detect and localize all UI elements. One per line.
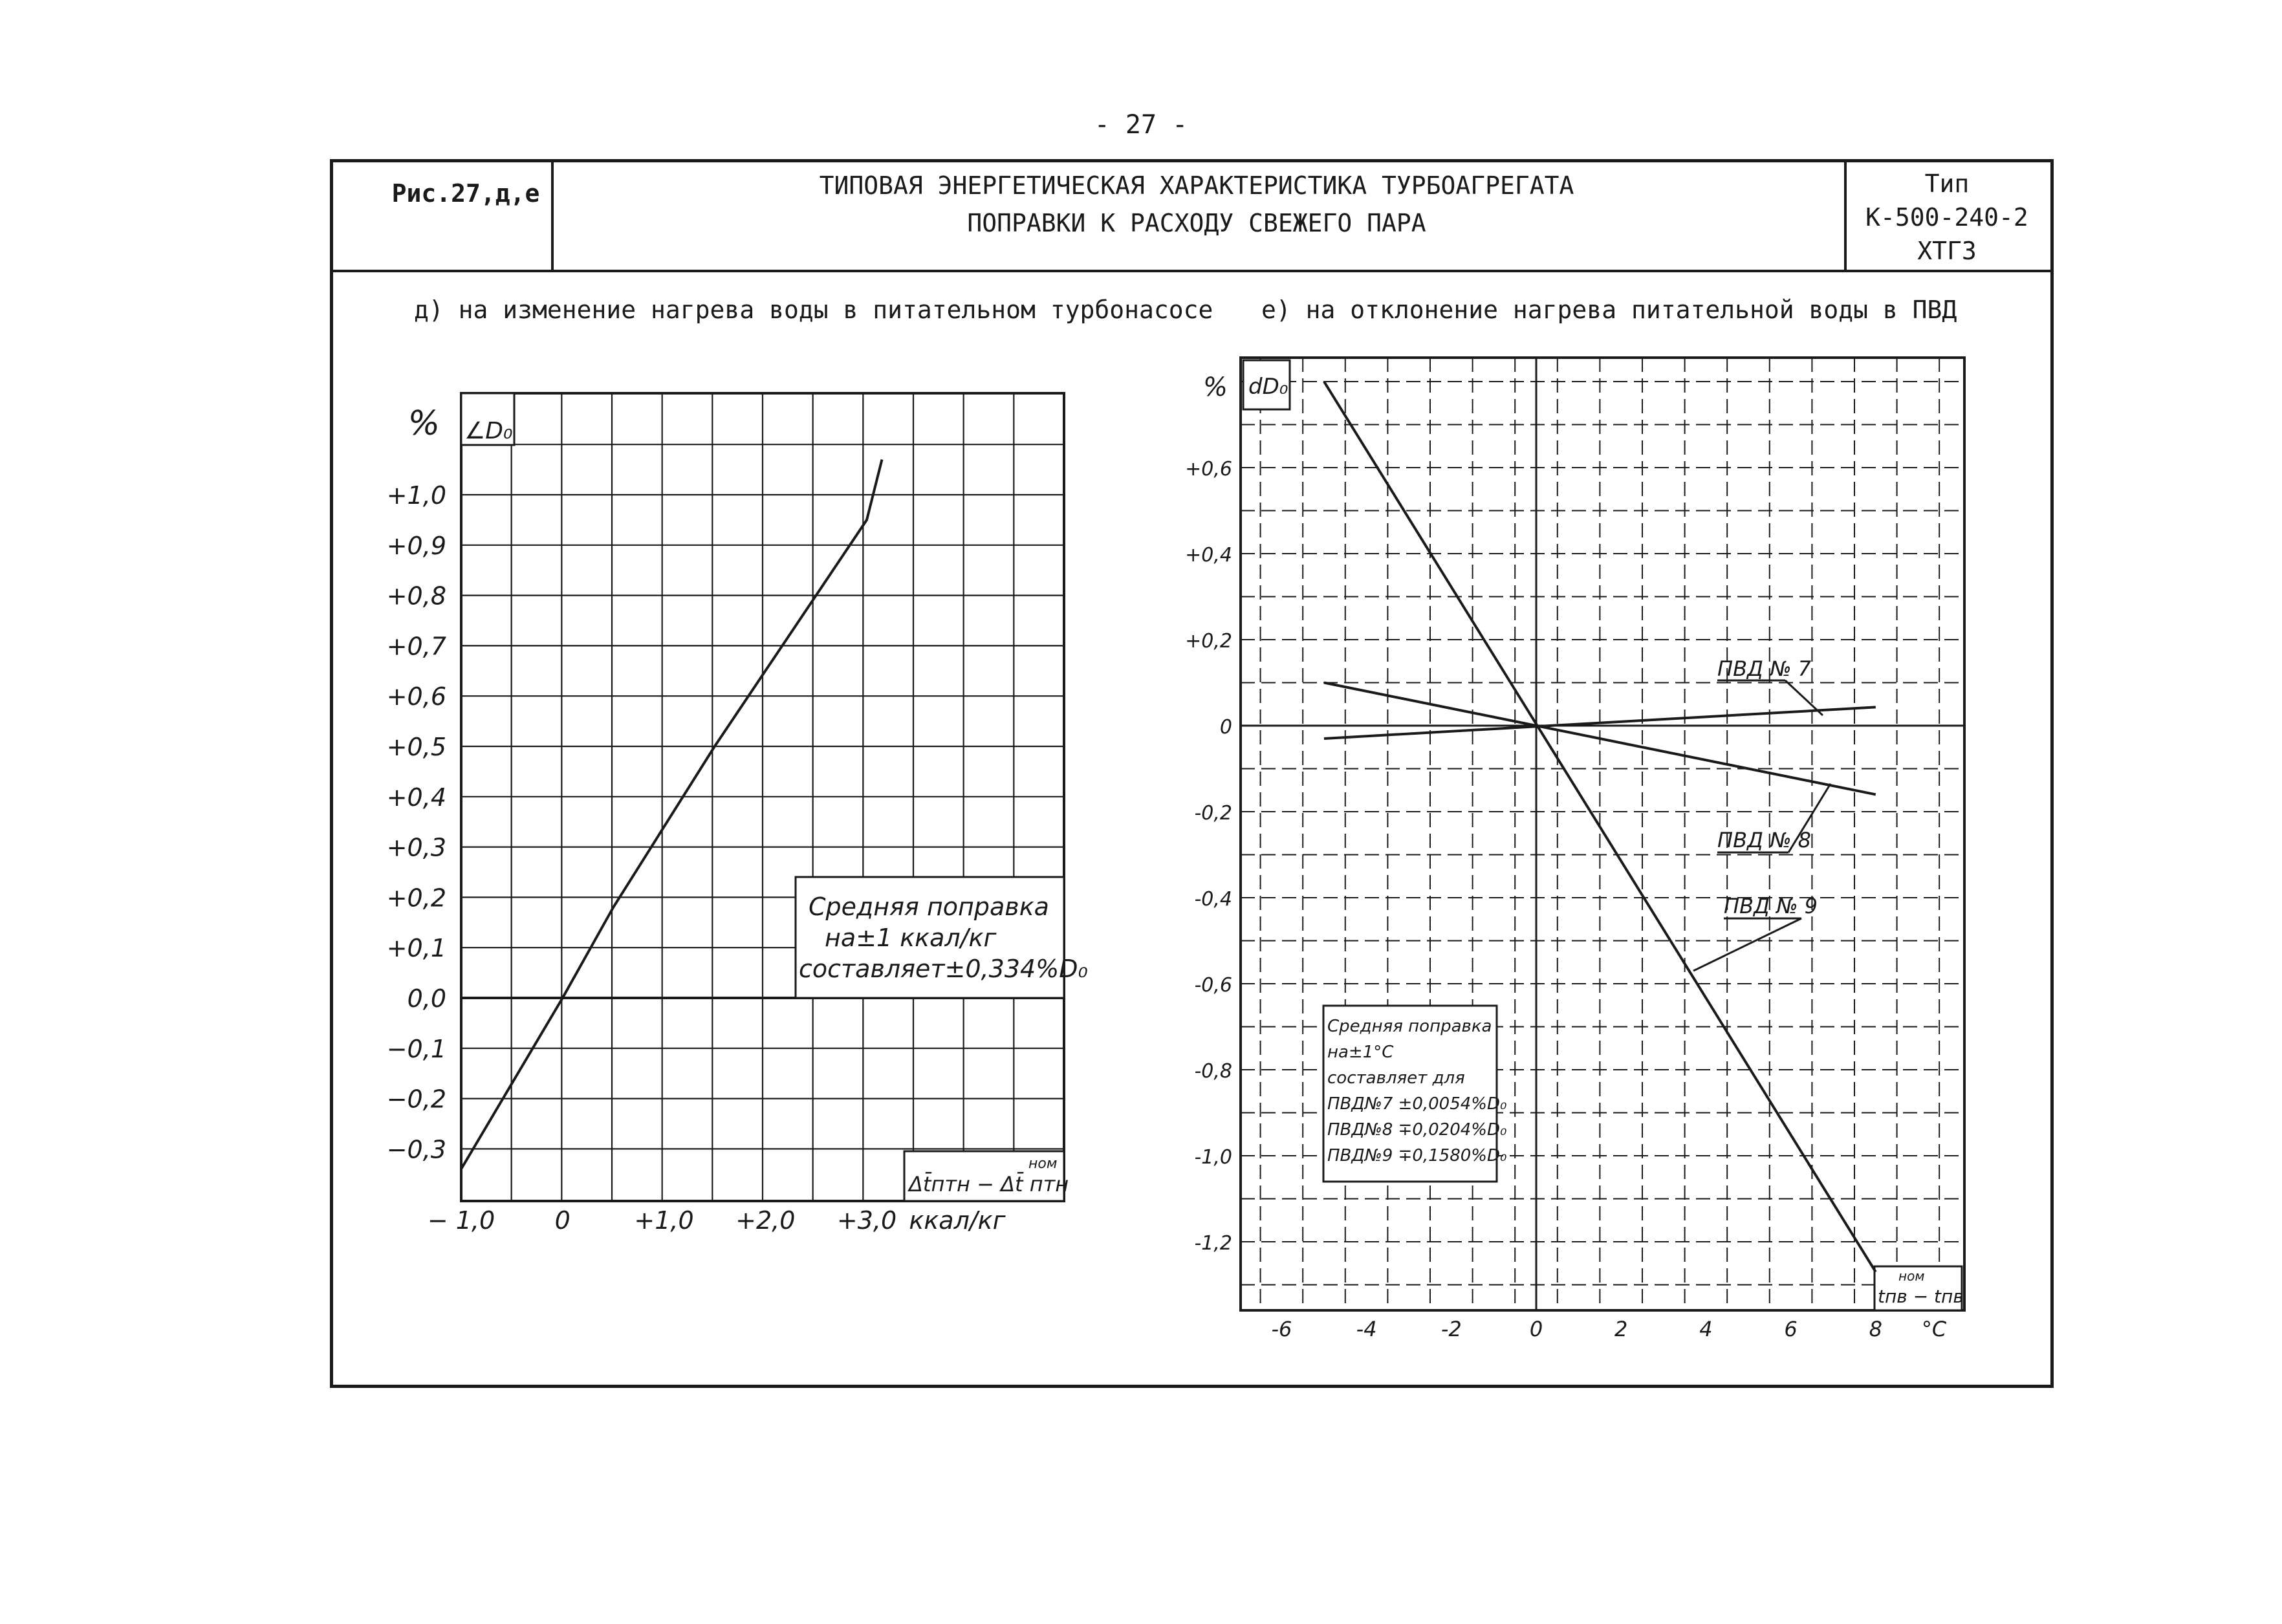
chart-d-x-tick-label: +2,0 <box>735 1206 795 1235</box>
chart-d-y-unit: % <box>408 404 440 443</box>
chart-e-annotation-line: ПВД№8 ∓0,0204%D₀ <box>1327 1120 1507 1140</box>
chart-e-y-unit: % <box>1203 373 1228 402</box>
chart-e-x-label-sup: ном <box>1898 1268 1924 1284</box>
chart-e-series-line <box>1323 706 1876 740</box>
chart-d-y-tick-label: +0,9 <box>387 532 446 560</box>
chart-e-x-tick-label: 8 <box>1869 1317 1882 1341</box>
chart-e-annotation-line: на±1°C <box>1327 1043 1394 1062</box>
header-separator-right <box>1844 162 1847 270</box>
chart-d-annotation-line: Средняя поправка <box>809 893 1049 921</box>
chart-d-x-tick-label: +1,0 <box>634 1206 693 1235</box>
chart-e-x-tick-label: 4 <box>1699 1317 1712 1341</box>
page-number: - 27 - <box>1094 110 1188 140</box>
chart-e-annotation-line: ПВД№9 ∓0,1580%D₀ <box>1327 1146 1507 1165</box>
chart-d-x-unit: ккал/кг <box>909 1206 1006 1235</box>
chart-e-y-tick-label: -1,2 <box>1194 1232 1232 1255</box>
chart-d-x-tick-label: − 1,0 <box>428 1206 495 1235</box>
chart-e-x-tick-label: -6 <box>1271 1317 1292 1341</box>
chart-e-x-label-box <box>1873 1265 1963 1312</box>
chart-e-series-line <box>1323 681 1876 796</box>
chart-e-y-tick-label: 0 <box>1220 716 1232 739</box>
chart-d-y-tick-label: −0,1 <box>387 1035 446 1063</box>
title-block: ТИПОВАЯ ЭНЕРГЕТИЧЕСКАЯ ХАРАКТЕРИСТИКА ТУ… <box>556 167 1837 242</box>
chart-d-y-tick-label: −0,2 <box>387 1085 446 1114</box>
chart-e-y-symbol: dD₀ <box>1248 374 1288 400</box>
chart-e-series-label: ПВД № 9 <box>1724 894 1818 918</box>
chart-d-y-tick-label: +0,2 <box>387 883 446 912</box>
chart-e-annotation-line: Средняя поправка <box>1327 1017 1492 1036</box>
chart-d-series-line <box>460 459 884 1170</box>
chart-e-y-tick-label: -1,0 <box>1194 1146 1232 1169</box>
chart-e-y-tick-label: -0,8 <box>1194 1060 1232 1083</box>
chart-e-x-label: tпв − tпв <box>1878 1286 1964 1307</box>
chart-e-series-label: ПВД № 7 <box>1717 656 1812 681</box>
chart-d-x-label-box <box>903 1150 1065 1202</box>
type-line-2: К-500-240-2 <box>1865 203 2028 232</box>
chart-d-y-tick-label: +0,6 <box>387 682 446 711</box>
chart-d-annotation-line: на±1 ккал/кг <box>825 924 997 952</box>
chart-e-x-tick-label: -2 <box>1441 1317 1462 1341</box>
chart-d-x-label: Δt̄птн − Δt̄ птн <box>907 1171 1069 1196</box>
chart-d-x-label-sup: ном <box>1028 1156 1057 1172</box>
type-line-3: ХТГЗ <box>1917 237 1977 265</box>
chart-e-y-tick-label: -0,6 <box>1194 974 1232 997</box>
chart-d-y-tick-label: 0,0 <box>408 984 446 1013</box>
chart-d-y-tick-label: +0,8 <box>387 582 446 611</box>
chart-e-y-tick-label: -0,2 <box>1194 802 1232 825</box>
chart-d-y-tick-label: +0,4 <box>387 783 446 812</box>
chart-e-x-tick-label: 0 <box>1530 1317 1543 1341</box>
chart-e-series-leader-line <box>1693 917 1802 972</box>
type-line-1: Тип <box>1924 169 1970 198</box>
chart-e-annotation-box <box>1322 1004 1498 1183</box>
chart-e-series-line <box>1323 380 1877 1273</box>
chart-d-annotation-line: составляет±0,334%D₀ <box>799 955 1088 983</box>
chart-d-annotation-box <box>794 876 1065 999</box>
chart-e-y-tick-label: +0,2 <box>1185 630 1232 653</box>
chart-e-y-tick-label: +0,4 <box>1185 544 1232 567</box>
chart-e-annotation-line: составляет для <box>1327 1068 1465 1088</box>
chart-e-y-symbol-box <box>1242 359 1291 411</box>
chart-e-annotation-line: ПВД№7 ±0,0054%D₀ <box>1327 1094 1507 1114</box>
chart-e-x-tick-label: 2 <box>1614 1317 1627 1341</box>
chart-d-x-tick-label: +3,0 <box>837 1206 896 1235</box>
chart-e-series-leader-line <box>1787 783 1832 853</box>
chart-d-y-tick-label: +1,0 <box>387 481 446 510</box>
drawing-frame <box>330 159 2054 1388</box>
chart-e-x-tick-label: 6 <box>1784 1317 1797 1341</box>
chart-e-series-leader-line <box>1784 679 1824 717</box>
chart-e-y-tick-label: -0,4 <box>1194 888 1232 911</box>
chart-d-y-tick-label: −0,3 <box>387 1135 446 1164</box>
title-line-2: ПОПРАВКИ К РАСХОДУ СВЕЖЕГО ПАРА <box>967 209 1426 237</box>
chart-e-x-unit: °C <box>1922 1317 1947 1341</box>
chart-e-plot-border <box>1239 356 1966 1312</box>
chart-d-y-symbol-box <box>460 392 516 446</box>
chart-e-x-tick-label: -4 <box>1356 1317 1377 1341</box>
figure-label: Рис.27,д,е <box>391 179 540 208</box>
header-divider <box>333 270 2050 272</box>
chart-d-y-tick-label: +0,5 <box>387 733 446 761</box>
subtitle-d: д) на изменение нагрева воды в питательн… <box>414 296 1213 324</box>
title-line-1: ТИПОВАЯ ЭНЕРГЕТИЧЕСКАЯ ХАРАКТЕРИСТИКА ТУ… <box>819 171 1574 200</box>
chart-d-y-symbol: ∠D₀ <box>464 418 512 444</box>
type-block: Тип К-500-240-2 ХТГЗ <box>1843 167 2050 268</box>
chart-d-x-tick-label: 0 <box>555 1206 570 1235</box>
chart-d-y-tick-label: +0,1 <box>387 934 446 962</box>
subtitle-e: е) на отклонение нагрева питательной вод… <box>1261 296 1957 324</box>
chart-d-y-tick-label: +0,3 <box>387 834 446 862</box>
chart-d-y-tick-label: +0,7 <box>387 632 446 660</box>
header-separator-left <box>551 162 554 270</box>
chart-e-y-tick-label: +0,6 <box>1185 458 1232 481</box>
